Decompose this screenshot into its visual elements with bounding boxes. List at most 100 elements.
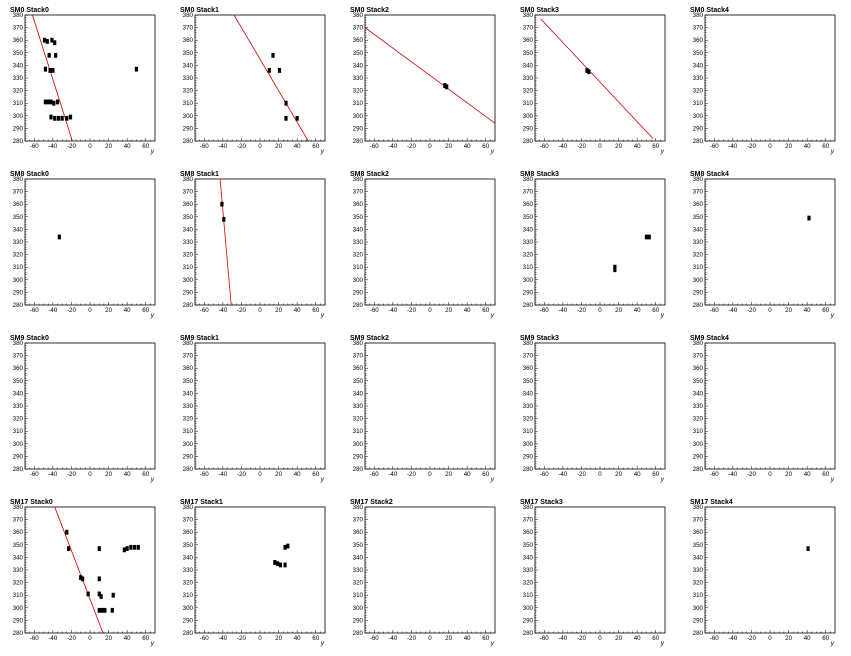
y-tick-label: 340 [353,554,364,561]
x-tick-label: -20 [407,143,417,150]
y-tick-label: 290 [523,289,534,296]
y-tick-label: 370 [183,189,194,196]
panel-plot: SM17 Stack2 -60 -40 -20 0 20 40 60y 280 290 300 310… [350,499,496,647]
x-tick-label: 60 [482,635,489,642]
y-tick-label: 350 [693,378,704,385]
data-point [132,544,137,550]
x-tick-label: 0 [428,635,432,642]
y-tick-label: 350 [13,214,24,221]
y-tick-label: 330 [353,75,364,82]
y-tick-label: 360 [353,201,364,208]
x-tick-label: -60 [30,307,40,314]
y-tick-label: 370 [13,517,24,524]
y-tick-label: 340 [523,226,534,233]
panel-plot: SM9 Stack2 -60 -40 -20 0 20 40 60y 280 290 300 310 3… [350,335,496,483]
data-point [276,561,280,567]
plot-frame [534,506,666,634]
y-tick-label: 330 [523,567,534,574]
y-tick-label: 310 [183,100,194,107]
data-point [56,115,61,121]
x-tick-label: 0 [768,307,772,314]
y-tick-label: 300 [13,605,24,612]
y-tick-label: 370 [523,353,534,360]
x-tick-label: 20 [445,471,452,478]
y-tick-label: 300 [523,605,534,612]
panel-plot: SM8 Stack1 -60 -40 -20 0 20 40 60y 280 290 300 310 3… [180,171,326,319]
y-tick-label: 360 [693,365,704,372]
y-tick-label: 340 [523,62,534,69]
y-tick-label: 300 [693,441,704,448]
y-tick-label: 360 [13,365,24,372]
y-tick-label: 380 [523,176,534,183]
data-point [125,546,129,551]
x-tick-label: -40 [218,635,228,642]
y-tick-label: 350 [353,50,364,57]
y-tick-label: 370 [523,25,534,32]
y-tick-label: 330 [183,75,194,82]
y-tick-label: 290 [183,453,194,460]
y-tick-label: 280 [13,138,24,145]
x-tick-label: 20 [785,635,792,642]
y-tick-label: 360 [183,365,194,372]
y-tick-label: 310 [13,428,24,435]
y-tick-label: 370 [353,189,364,196]
x-tick-label: -20 [237,471,247,478]
x-tick-label: -40 [728,143,738,150]
x-tick-label: 20 [615,635,622,642]
y-tick-label: 380 [693,176,704,183]
y-tick-label: 370 [183,517,194,524]
x-tick-label: -60 [540,307,550,314]
panel-title: SM17 Stack1 [180,499,223,506]
y-tick-label: 280 [693,630,704,637]
y-tick-label: 320 [13,416,24,423]
x-axis-label: y [830,312,835,319]
y-tick-label: 370 [523,189,534,196]
data-point [48,68,52,73]
panel: SM17 Stack4 -60 -40 -20 0 20 40 60 y 280 290 300 310… [680,492,850,656]
y-tick-label: 290 [353,453,364,460]
x-tick-label: 40 [464,635,471,642]
fit-line [54,507,104,633]
plot-frame [194,342,326,470]
x-tick-label: -60 [200,635,210,642]
x-tick-label: -60 [710,635,720,642]
y-tick-label: 300 [353,113,364,120]
data-point [222,216,226,222]
data-point [79,575,83,580]
data-point [100,607,104,613]
plot-frame [24,14,156,142]
y-tick-label: 330 [693,75,704,82]
x-tick-label: -40 [388,307,398,314]
data-point [807,215,811,221]
panel-title: SM8 Stack3 [520,171,559,178]
y-tick-label: 330 [183,239,194,246]
y-tick-label: 300 [523,277,534,284]
y-tick-label: 350 [13,378,24,385]
x-tick-label: -60 [710,471,720,478]
panel-plot: SM17 Stack0 -60 -40 -20 0 20 40 60y 280 290 300 310… [10,499,156,647]
x-tick-label: -40 [558,635,568,642]
panel-plot: SM8 Stack3 -60 -40 -20 0 20 40 60y 280 290 300 310 3… [520,171,666,319]
y-tick-label: 300 [353,605,364,612]
y-tick-label: 310 [183,264,194,271]
y-tick-label: 280 [353,466,364,473]
panel-plot: SM0 Stack2 -60 -40 -20 0 20 40 60y 280 290 300 310 3… [350,7,496,155]
x-tick-label: -60 [540,143,550,150]
y-tick-label: 380 [13,340,24,347]
x-tick-label: 0 [258,471,262,478]
x-tick-label: 0 [88,307,92,314]
y-tick-label: 330 [13,75,24,82]
x-axis-label: y [660,312,665,319]
data-point [283,562,287,568]
plot-frame [364,14,496,142]
x-tick-label: -40 [48,635,58,642]
y-tick-label: 340 [183,62,194,69]
data-point [42,37,47,43]
data-point [806,546,810,551]
data-point [129,544,133,550]
panel: SM17 Stack2 -60 -40 -20 0 20 40 60 y 280 290 300 310… [340,492,510,656]
x-tick-label: -20 [577,635,587,642]
x-tick-label: 40 [464,143,471,150]
x-tick-label: 60 [142,307,149,314]
x-tick-label: 20 [445,143,452,150]
